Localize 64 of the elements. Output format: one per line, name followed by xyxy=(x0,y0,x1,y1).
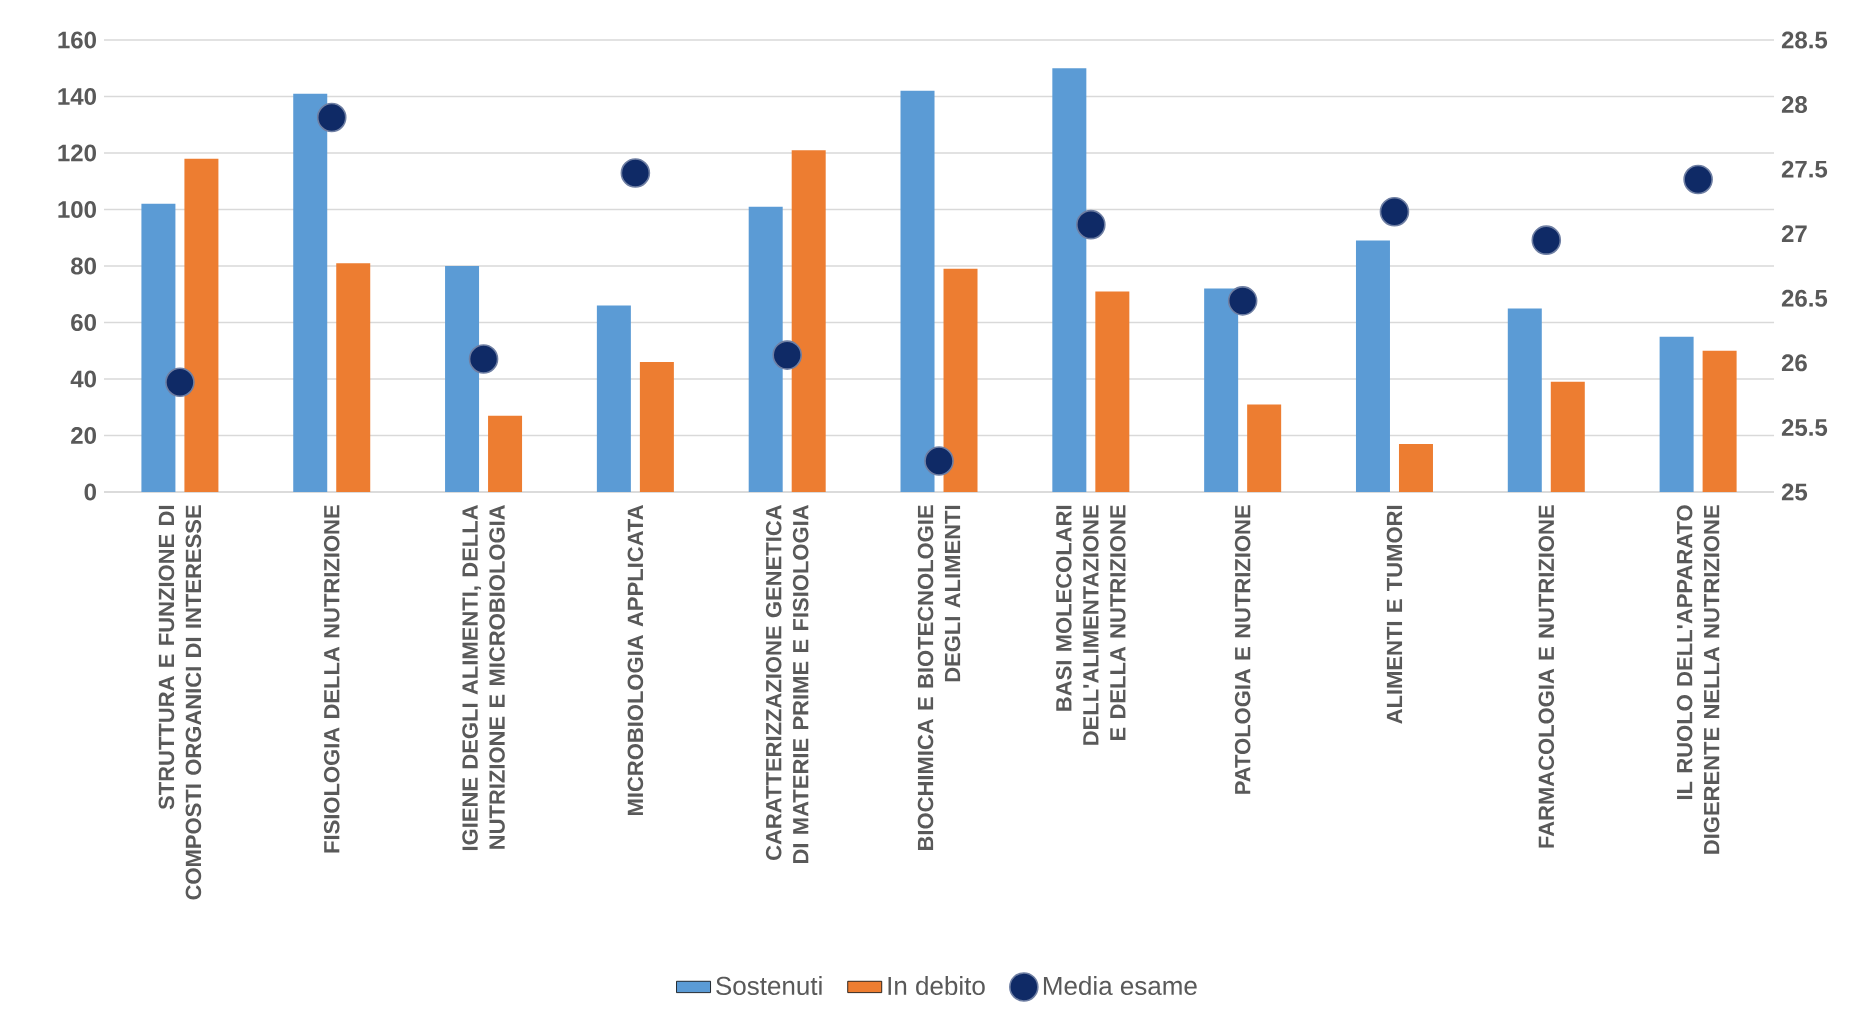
x-tick-label: STRUTTURA E FUNZIONE DI COMPOSTI ORGANICI DI INTERESSE xyxy=(158,505,202,900)
y-tick-label: 120 xyxy=(58,144,96,162)
bar xyxy=(943,268,978,492)
bar xyxy=(1095,291,1130,492)
point xyxy=(1531,225,1562,255)
bar xyxy=(1550,381,1585,492)
y-tick-label: 80 xyxy=(71,257,96,275)
y-tick-label: 60 xyxy=(71,314,96,332)
x-tick-label: ALIMENTI E TUMORI xyxy=(1386,505,1403,724)
point xyxy=(1379,196,1410,227)
x-tick-label: IL RUOLO DELL'APPARATO DIGERENTE NELLA NUTRIZIONE xyxy=(1676,505,1720,854)
bar xyxy=(488,415,523,492)
bar xyxy=(1204,288,1239,492)
bar xyxy=(1355,240,1390,492)
point xyxy=(924,446,954,476)
point xyxy=(1076,209,1106,240)
bar xyxy=(445,266,480,492)
bar xyxy=(1247,404,1282,492)
y-tick-label: 20 xyxy=(71,427,96,445)
point xyxy=(1683,164,1713,195)
x-tick-label: BIOCHIMICA E BIOTECNOLOGIE DEGLI ALIMENTI xyxy=(917,505,961,851)
bar xyxy=(596,305,631,492)
x-tick-label: MICROBIOLOGIA APPLICATA xyxy=(627,504,644,815)
y-tick-label: 140 xyxy=(58,88,96,106)
x-tick-label: CARATTERIZZAZIONE GENETICA DI MATERIE PRIME E FISIOLOGIA xyxy=(765,504,809,864)
bar xyxy=(184,158,219,492)
x-tick-label: BASI MOLECOLARI DELL'ALIMENTAZIONE E DELLA NUTRIZIONE xyxy=(1056,505,1126,745)
bar xyxy=(791,150,826,492)
x-tick-label: IGIENE DEGLI ALIMENTI, DELLA NUTRIZIONE E MICROBIOLOGIA xyxy=(462,504,505,851)
bar xyxy=(1398,443,1433,492)
y-tick-label: 100 xyxy=(58,201,96,219)
y2-tick-label: 28 xyxy=(1781,96,1808,114)
y-tick-label: 160 xyxy=(58,31,96,49)
y2-tick-label: 25 xyxy=(1781,483,1808,501)
y2-tick-label: 27.5 xyxy=(1781,160,1828,178)
y2-tick-label: 27 xyxy=(1781,225,1807,243)
point xyxy=(468,344,499,374)
bar xyxy=(293,93,328,492)
bar xyxy=(141,203,176,492)
point xyxy=(1227,286,1258,316)
y2-tick-label: 28.5 xyxy=(1781,31,1828,49)
legend-label: Media esame xyxy=(1043,976,1197,996)
x-tick-label: FISIOLOGIA DELLA NUTRIZIONE xyxy=(323,505,340,853)
bar xyxy=(1052,68,1087,492)
point xyxy=(316,102,347,133)
point xyxy=(620,158,651,188)
legend-label: Sostenuti xyxy=(716,976,822,996)
bar xyxy=(748,206,783,492)
bar xyxy=(639,362,674,492)
bar xyxy=(1702,350,1737,492)
legend-label: In debito xyxy=(888,976,985,996)
y-tick-label: 0 xyxy=(84,483,96,501)
point xyxy=(772,340,802,370)
y2-tick-label: 26 xyxy=(1781,354,1807,372)
point xyxy=(165,367,195,398)
x-tick-label: PATOLOGIA E NUTRIZIONE xyxy=(1234,505,1251,794)
y2-tick-label: 26.5 xyxy=(1781,289,1828,307)
bar xyxy=(1659,336,1694,492)
y-tick-label: 40 xyxy=(70,370,96,388)
x-tick-label: FARMACOLOGIA E NUTRIZIONE xyxy=(1538,505,1555,848)
y2-tick-label: 25.5 xyxy=(1781,418,1828,436)
bar xyxy=(900,90,935,492)
bar xyxy=(336,263,371,492)
bar xyxy=(1507,308,1542,492)
